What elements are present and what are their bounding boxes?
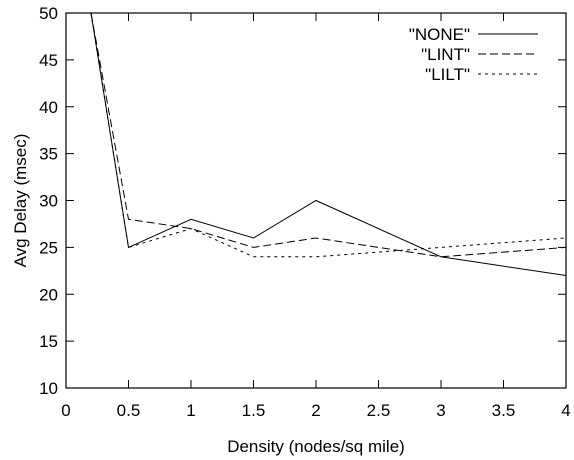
y-tick-label: 10 [39,379,58,398]
plot-frame [65,12,567,389]
x-tick-label: 1 [186,401,195,420]
axis-ticks: 0 0.5 1 1.5 2 2.5 3 3.5 4 10 15 20 25 30 35 40 45 50 [39,4,571,420]
x-axis-label: Density (nodes/sq mile) [227,437,405,456]
legend-label: "LILT" [425,65,470,84]
legend-label: "LINT" [421,45,470,64]
series-line-1 [90,12,567,258]
legend-label: "NONE" [409,25,470,44]
y-tick-label: 30 [39,192,58,211]
x-tick-label: 3.5 [492,401,516,420]
x-tick-label: 1.5 [242,401,266,420]
x-tick-label: 2 [311,401,320,420]
x-tick-label: 3 [436,401,445,420]
y-tick-label: 20 [39,285,58,304]
series-lines [90,12,567,276]
x-tick-label: 0 [61,401,70,420]
y-tick-label: 15 [39,332,58,351]
x-tick-label: 4 [561,401,570,420]
y-tick-label: 45 [39,51,58,70]
legend: "NONE""LINT""LILT" [409,25,538,84]
y-tick-label: 25 [39,238,58,257]
y-tick-label: 50 [39,4,58,23]
y-tick-label: 40 [39,98,58,117]
x-tick-label: 2.5 [367,401,391,420]
y-axis-label: Avg Delay (msec) [11,134,30,268]
y-tick-label: 35 [39,145,58,164]
x-tick-label: 0.5 [117,401,141,420]
series-line-2 [90,12,567,258]
series-line-0 [90,12,567,276]
